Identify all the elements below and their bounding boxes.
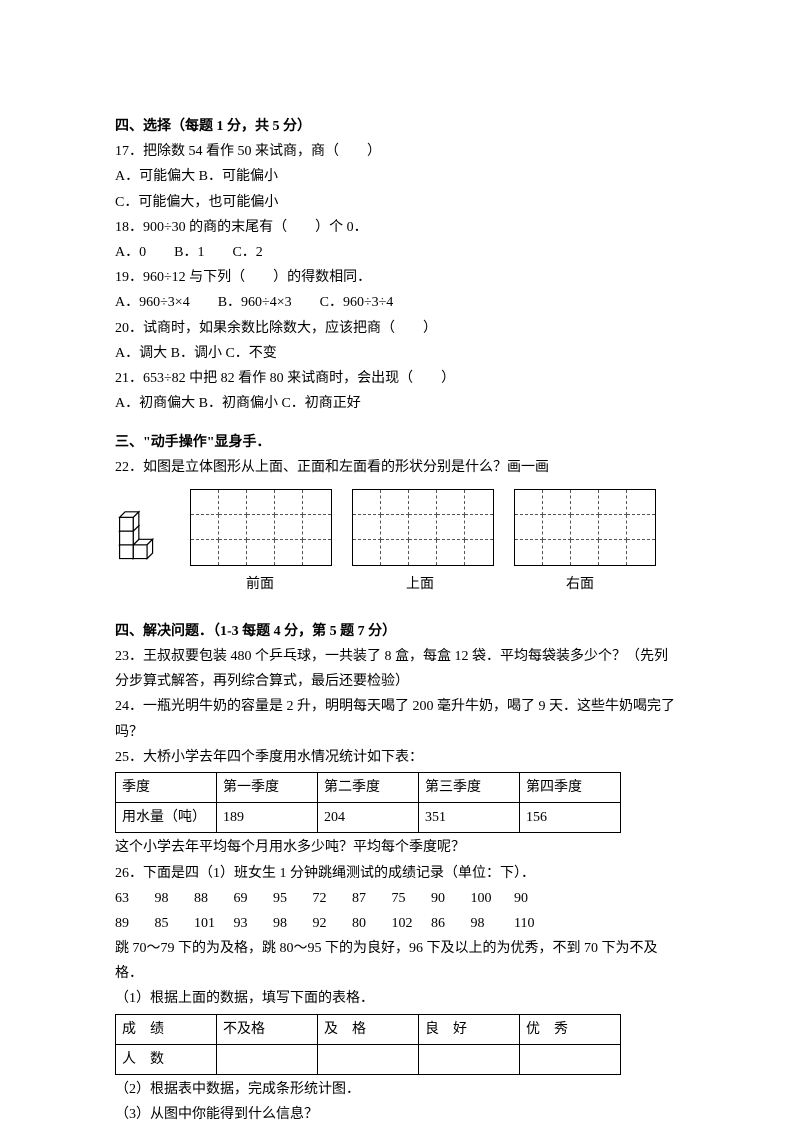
cell-value: 156 [520, 803, 621, 833]
table-row: 季度 第一季度 第二季度 第三季度 第四季度 [116, 772, 621, 802]
q20-opts: A．调大 B．调小 C．不变 [115, 341, 678, 366]
data-value: 69 [234, 886, 270, 911]
table-row: 用水量（吨） 189 204 351 156 [116, 803, 621, 833]
q17-opt-ab: A．可能偏大 B．可能偏小 [115, 164, 678, 189]
data-value: 98 [155, 886, 191, 911]
q26-sub3: （3）从图中你能得到什么信息？ [115, 1102, 678, 1127]
cell-header: 第四季度 [520, 772, 621, 802]
cell-header: 良 好 [419, 1014, 520, 1044]
q19-stem: 19．960÷12 与下列（ ）的得数相同． [115, 265, 678, 290]
q25-stem: 25．大桥小学去年四个季度用水情况统计如下表： [115, 745, 678, 770]
q18-opts: A．0 B．1 C．2 [115, 240, 678, 265]
q17-stem: 17．把除数 54 看作 50 来试商，商（ ） [115, 139, 678, 164]
section-3-title: 三、"动手操作"显身手． [115, 430, 678, 455]
q20-stem: 20．试商时，如果余数比除数大，应该把商（ ） [115, 316, 678, 341]
q26-stem: 26．下面是四（1）班女生 1 分钟跳绳测试的成绩记录（单位：下）． [115, 861, 678, 886]
q26-sub1: （1）根据上面的数据，填写下面的表格． [115, 986, 678, 1011]
data-value: 87 [352, 886, 388, 911]
figure-row [115, 489, 678, 566]
data-value: 100 [471, 886, 511, 911]
cell-empty [217, 1044, 318, 1074]
data-value: 63 [115, 886, 151, 911]
data-value: 80 [352, 911, 388, 936]
cell-header: 优 秀 [520, 1014, 621, 1044]
data-value: 72 [313, 886, 349, 911]
q21-stem: 21．653÷82 中把 82 看作 80 来试商时，会出现（ ） [115, 366, 678, 391]
data-value: 90 [431, 886, 467, 911]
data-value: 85 [155, 911, 191, 936]
data-value: 86 [431, 911, 467, 936]
score-table: 成 绩 不及格 及 格 良 好 优 秀 人 数 [115, 1014, 621, 1075]
q21-opts: A．初商偏大 B．初商偏小 C．初商正好 [115, 391, 678, 416]
label-right: 右面 [510, 572, 650, 597]
data-value: 88 [194, 886, 230, 911]
data-value: 110 [514, 911, 550, 936]
q24: 24．一瓶光明牛奶的容量是 2 升，明明每天喝了 200 毫升牛奶，喝了 9 天… [115, 694, 678, 744]
cube-diagram [115, 489, 170, 564]
data-value: 95 [273, 886, 309, 911]
cell-header: 第一季度 [217, 772, 318, 802]
cell-header: 成 绩 [116, 1014, 217, 1044]
cell-value: 351 [419, 803, 520, 833]
data-value: 92 [313, 911, 349, 936]
table-row: 成 绩 不及格 及 格 良 好 优 秀 [116, 1014, 621, 1044]
cell-header: 不及格 [217, 1014, 318, 1044]
cell-empty [419, 1044, 520, 1074]
data-value: 102 [392, 911, 428, 936]
grid-right [514, 489, 656, 566]
section-4-title: 四、选择（每题 1 分，共 5 分） [115, 114, 678, 139]
q26-data-row2: 89 85 101 93 98 92 80 102 86 98 110 [115, 911, 678, 936]
grid-top [352, 489, 494, 566]
water-table: 季度 第一季度 第二季度 第三季度 第四季度 用水量（吨） 189 204 35… [115, 772, 621, 833]
cell-header: 及 格 [318, 1014, 419, 1044]
data-value: 98 [471, 911, 511, 936]
cell-empty [520, 1044, 621, 1074]
table-row: 人 数 [116, 1044, 621, 1074]
q26-data-row1: 63 98 88 69 95 72 87 75 90 100 90 [115, 886, 678, 911]
q23: 23．王叔叔要包装 480 个乒乓球，一共装了 8 盒，每盒 12 袋．平均每袋… [115, 644, 678, 694]
data-value: 98 [273, 911, 309, 936]
data-value: 93 [234, 911, 270, 936]
q17-opt-c: C．可能偏大，也可能偏小 [115, 190, 678, 215]
exam-page: 四、选择（每题 1 分，共 5 分） 17．把除数 54 看作 50 来试商，商… [0, 0, 793, 1122]
q18-stem: 18．900÷30 的商的末尾有（ ）个 0． [115, 215, 678, 240]
cell-value: 189 [217, 803, 318, 833]
grid-front [190, 489, 332, 566]
q22-stem: 22．如图是立体图形从上面、正面和左面看的形状分别是什么？画一画 [115, 455, 678, 480]
data-value: 89 [115, 911, 151, 936]
label-front: 前面 [190, 572, 330, 597]
cell-empty [318, 1044, 419, 1074]
cell-label: 人 数 [116, 1044, 217, 1074]
data-value: 90 [514, 886, 550, 911]
cell-label: 用水量（吨） [116, 803, 217, 833]
q25-followup: 这个小学去年平均每个月用水多少吨？平均每个季度呢？ [115, 835, 678, 860]
q26-rule: 跳 70～79 下的为及格，跳 80～95 下的为良好，96 下及以上的为优秀，… [115, 936, 678, 986]
section-solve-title: 四、解决问题．（1-3 每题 4 分，第 5 题 7 分） [115, 619, 678, 644]
cell-value: 204 [318, 803, 419, 833]
q19-opts: A．960÷3×4 B．960÷4×3 C．960÷3÷4 [115, 290, 678, 315]
q26-sub2: （2）根据表中数据，完成条形统计图． [115, 1077, 678, 1102]
data-value: 101 [194, 911, 230, 936]
cell-header: 第三季度 [419, 772, 520, 802]
label-top: 上面 [350, 572, 490, 597]
cell-header: 季度 [116, 772, 217, 802]
cell-header: 第二季度 [318, 772, 419, 802]
grid-labels: 前面 上面 右面 [115, 572, 678, 597]
data-value: 75 [392, 886, 428, 911]
